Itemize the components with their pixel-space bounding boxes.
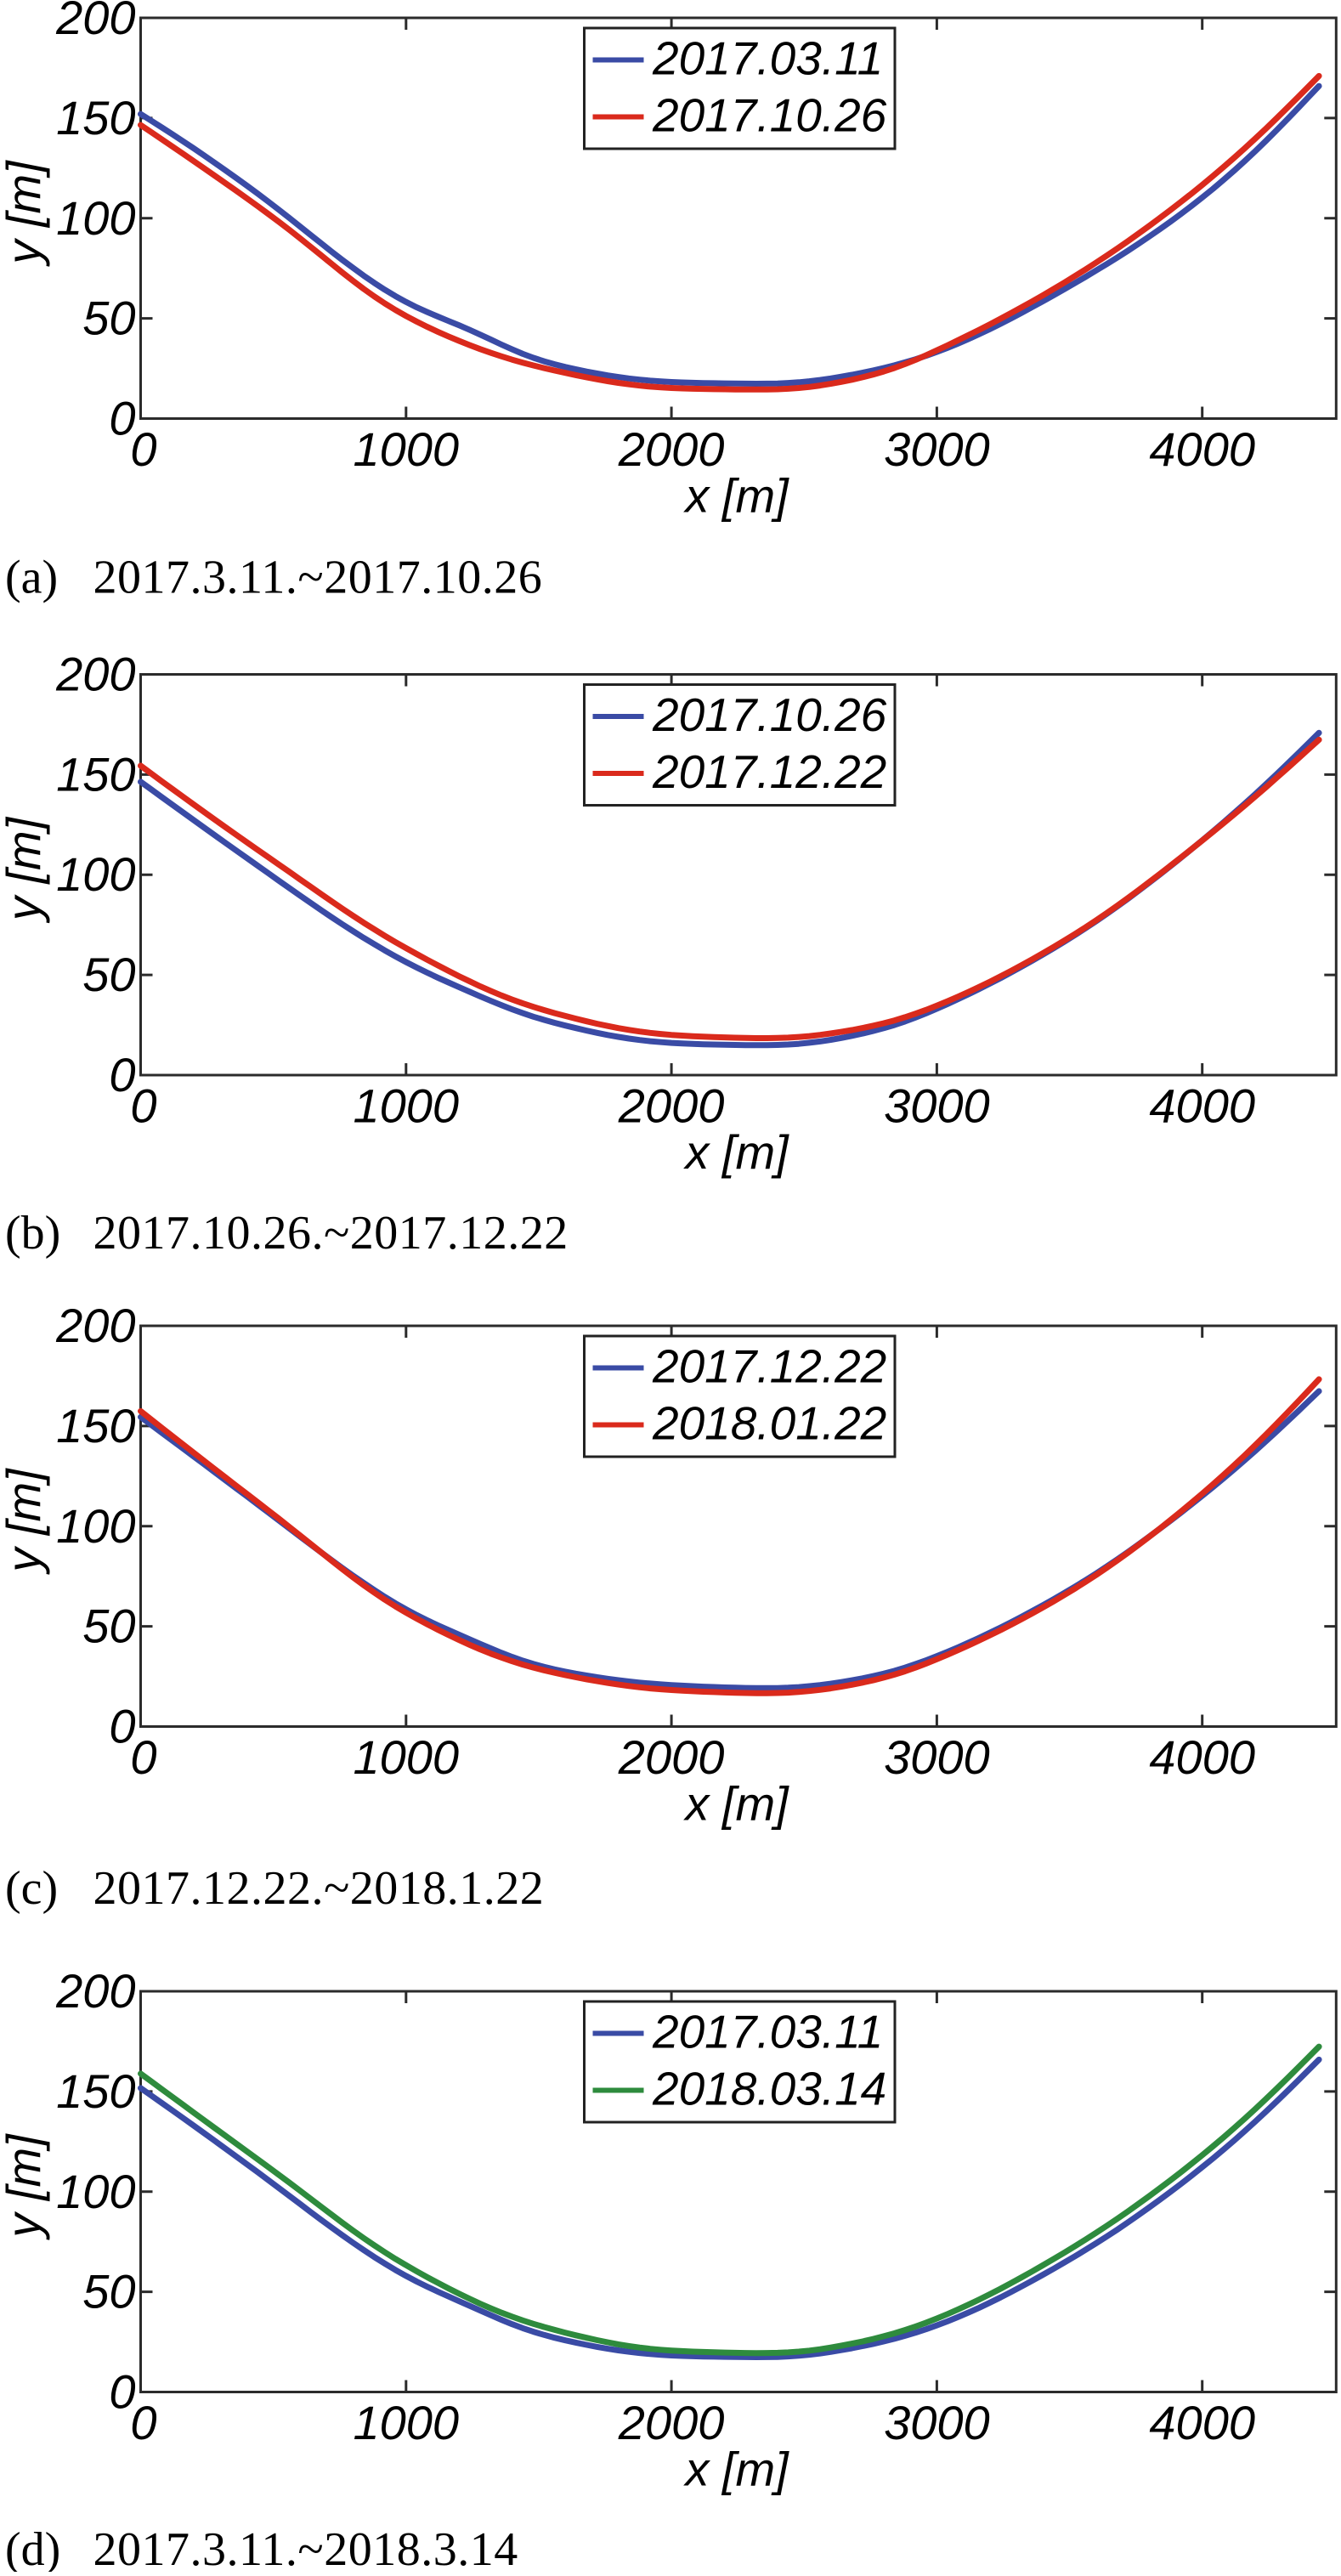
svg-text:4000: 4000 (1149, 1730, 1255, 1784)
svg-text:y [m]: y [m] (0, 1468, 50, 1576)
svg-text:100: 100 (56, 191, 135, 245)
svg-text:2017.10.26: 2017.10.26 (652, 89, 887, 142)
svg-text:150: 150 (56, 1399, 135, 1452)
svg-text:3000: 3000 (884, 1730, 990, 1784)
svg-text:x [m]: x [m] (682, 1125, 789, 1179)
svg-text:2018.01.22: 2018.01.22 (652, 1397, 886, 1450)
svg-text:0: 0 (109, 1048, 135, 1101)
svg-text:2000: 2000 (618, 422, 725, 476)
svg-text:y [m]: y [m] (0, 816, 50, 924)
svg-text:200: 200 (55, 648, 135, 701)
svg-text:2000: 2000 (618, 1730, 725, 1784)
svg-text:4000: 4000 (1149, 2396, 1255, 2449)
svg-text:150: 150 (56, 91, 135, 144)
svg-text:(d): (d) (5, 2523, 60, 2572)
svg-text:x [m]: x [m] (682, 2443, 789, 2496)
svg-text:2017.12.22.~2018.1.22: 2017.12.22.~2018.1.22 (93, 1862, 545, 1915)
svg-text:3000: 3000 (884, 1079, 990, 1133)
svg-text:0: 0 (130, 2396, 156, 2449)
svg-text:0: 0 (130, 1079, 156, 1133)
svg-text:(c): (c) (5, 1862, 58, 1915)
svg-text:1000: 1000 (354, 1730, 460, 1784)
svg-text:0: 0 (130, 422, 156, 476)
svg-text:y [m]: y [m] (0, 2133, 50, 2241)
svg-text:100: 100 (56, 2165, 135, 2218)
svg-text:4000: 4000 (1149, 422, 1255, 476)
svg-text:200: 200 (55, 1299, 135, 1352)
svg-text:2017.12.22: 2017.12.22 (652, 1340, 886, 1393)
svg-text:150: 150 (56, 747, 135, 801)
svg-text:2017.10.26: 2017.10.26 (652, 688, 887, 741)
svg-text:1000: 1000 (354, 422, 460, 476)
svg-text:150: 150 (56, 2064, 135, 2118)
svg-text:2017.03.11: 2017.03.11 (652, 2006, 883, 2058)
svg-text:0: 0 (130, 1730, 156, 1784)
svg-text:x [m]: x [m] (682, 469, 789, 523)
svg-text:2017.12.22: 2017.12.22 (652, 745, 886, 798)
svg-text:x [m]: x [m] (682, 1777, 789, 1831)
svg-text:y [m]: y [m] (0, 160, 50, 268)
svg-text:2017.10.26.~2017.12.22: 2017.10.26.~2017.12.22 (93, 1207, 569, 1260)
svg-text:50: 50 (82, 948, 135, 1001)
svg-text:2017.3.11.~2017.10.26: 2017.3.11.~2017.10.26 (93, 551, 543, 603)
svg-text:0: 0 (109, 2365, 135, 2419)
svg-text:50: 50 (82, 292, 135, 345)
svg-text:1000: 1000 (354, 2396, 460, 2449)
svg-text:1000: 1000 (354, 1079, 460, 1133)
svg-text:2000: 2000 (618, 1079, 725, 1133)
svg-text:2018.03.14: 2018.03.14 (652, 2063, 886, 2115)
svg-text:100: 100 (56, 847, 135, 901)
svg-text:(b): (b) (5, 1207, 60, 1260)
svg-text:3000: 3000 (884, 422, 990, 476)
svg-text:(a): (a) (5, 551, 58, 603)
svg-text:100: 100 (56, 1499, 135, 1553)
svg-text:50: 50 (82, 2265, 135, 2318)
svg-text:200: 200 (55, 1964, 135, 2018)
svg-text:2000: 2000 (618, 2396, 725, 2449)
svg-text:0: 0 (109, 1700, 135, 1753)
svg-text:4000: 4000 (1149, 1079, 1255, 1133)
svg-text:200: 200 (55, 0, 135, 44)
svg-text:3000: 3000 (884, 2396, 990, 2449)
svg-text:50: 50 (82, 1599, 135, 1653)
svg-text:2017.03.11: 2017.03.11 (652, 32, 883, 85)
svg-text:0: 0 (109, 392, 135, 445)
svg-text:2017.3.11.~2018.3.14: 2017.3.11.~2018.3.14 (93, 2523, 518, 2572)
